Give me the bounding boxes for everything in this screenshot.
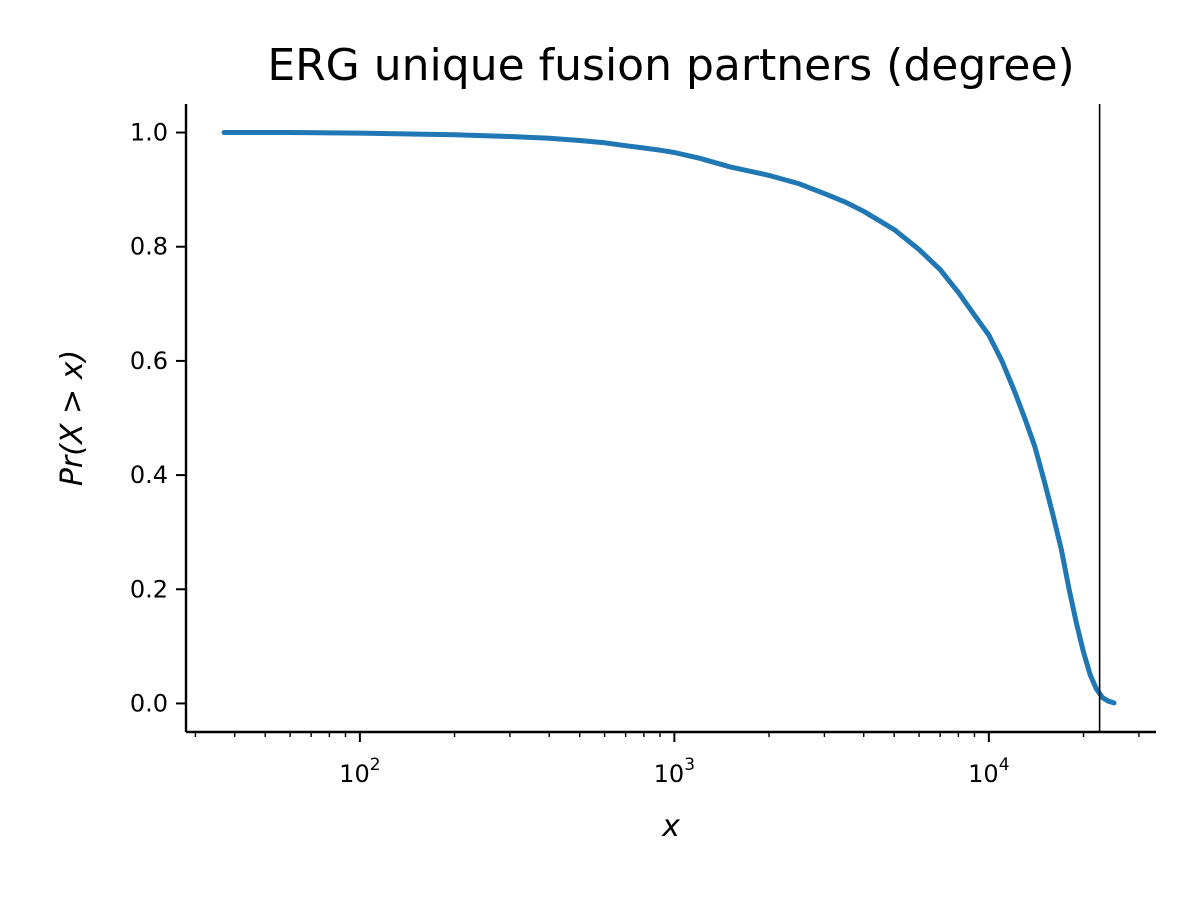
series-line-0 (221, 130, 1117, 706)
plot-area (221, 104, 1117, 732)
y-tick-label: 0.0 (130, 689, 168, 717)
y-tick-label: 1.0 (130, 119, 168, 147)
y-axis-label: Pr(X > x) (55, 350, 90, 486)
axes (184, 104, 1156, 734)
y-tick-label: 0.4 (130, 461, 168, 489)
x-axis-label: x (661, 809, 680, 844)
chart-title: ERG unique fusion partners (degree) (267, 40, 1074, 91)
x-tick-label: 102 (339, 755, 380, 788)
y-tick-label: 0.2 (130, 575, 168, 603)
y-tick-label: 0.8 (130, 233, 168, 261)
x-tick-label: 103 (654, 755, 695, 788)
y-tick-label: 0.6 (130, 347, 168, 375)
ticks: 102 103 104 0.0 0.2 0.4 0.6 0.8 1.0 (130, 119, 1140, 788)
x-tick-label: 104 (968, 755, 1009, 788)
